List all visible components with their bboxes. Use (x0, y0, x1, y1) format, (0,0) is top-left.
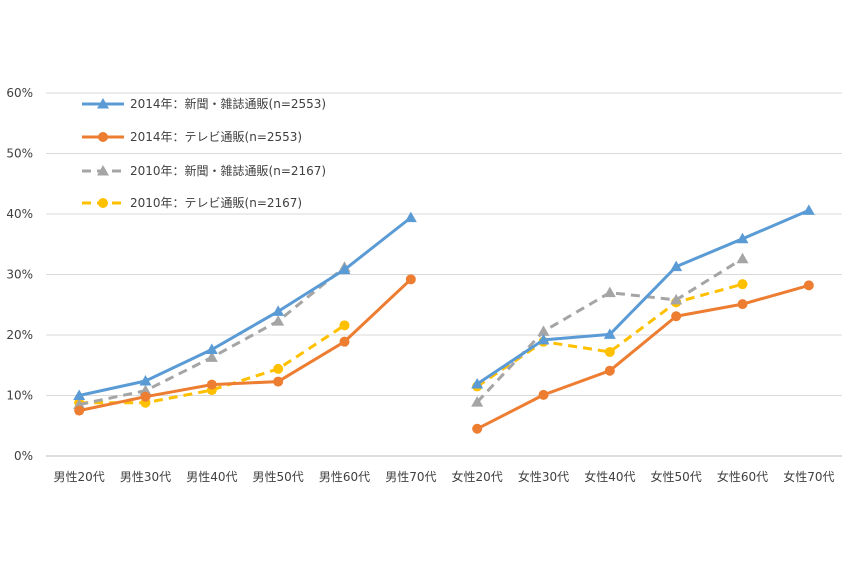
legend-marker (98, 198, 108, 208)
data-point (206, 379, 217, 390)
series-1 (73, 204, 815, 400)
legend-item: 2014年：テレビ通販(n=2553) (82, 130, 302, 144)
legend: 2014年：新聞・雑誌通販(n=2553) 2014年：テレビ通販(n=2553)… (82, 96, 326, 210)
series-layer (73, 204, 815, 434)
data-point (73, 389, 86, 400)
data-point (273, 363, 284, 374)
y-tick-label: 10% (6, 389, 33, 403)
x-tick-label: 女性30代 (518, 469, 569, 484)
data-point (538, 389, 549, 400)
legend-label: 2010年：新聞・雑誌通販(n=2167) (130, 163, 326, 178)
x-tick-label: 男性40代 (186, 470, 237, 484)
data-point (73, 398, 86, 410)
data-point (537, 333, 550, 345)
gridlines (46, 92, 842, 457)
y-tick-label: 20% (6, 328, 33, 342)
y-tick-label: 40% (6, 207, 33, 221)
legend-label: 2014年：テレビ通販(n=2553) (130, 130, 302, 144)
series-line (78, 216, 412, 397)
data-point (670, 260, 683, 272)
data-point (471, 378, 484, 389)
x-axis-ticks: 男性20代 男性30代 男性40代 男性50代 男性60代 男性70代 女性20代 女性30代… (54, 469, 835, 484)
x-tick-label: 女性70代 (783, 469, 834, 484)
legend-item: 2010年：新聞・雑誌通販(n=2167) (82, 163, 326, 178)
y-tick-label: 0% (14, 449, 33, 463)
y-tick-label: 30% (6, 268, 33, 282)
y-tick-label: 60% (6, 86, 33, 100)
data-point (339, 320, 350, 331)
legend-marker (97, 98, 109, 109)
series-line (476, 208, 810, 386)
x-tick-label: 男性30代 (120, 470, 171, 484)
x-tick-label: 男性70代 (385, 470, 436, 484)
legend-item: 2010年：テレビ通販(n=2167) (82, 196, 302, 210)
x-tick-label: 女性40代 (584, 469, 635, 484)
legend-label: 2010年：テレビ通販(n=2167) (130, 196, 302, 210)
legend-marker (98, 132, 108, 142)
data-point (603, 328, 616, 339)
series-line (476, 283, 810, 431)
x-tick-label: 女性20代 (452, 469, 503, 484)
data-point (671, 311, 682, 322)
data-point (472, 423, 483, 434)
data-point (338, 263, 351, 275)
data-point (405, 274, 416, 285)
data-point (604, 365, 615, 376)
data-point (670, 293, 683, 305)
y-axis-ticks: 0% 10% 20% 30% 40% 50% 60% (6, 86, 33, 463)
data-point (604, 346, 615, 357)
x-tick-label: 男性20代 (54, 470, 105, 484)
data-point (803, 280, 814, 291)
x-tick-label: 男性50代 (253, 470, 304, 484)
data-point (471, 396, 484, 407)
data-point (736, 232, 749, 244)
series-line (79, 324, 346, 405)
x-tick-label: 女性50代 (651, 469, 702, 484)
data-point (140, 391, 151, 402)
data-point (272, 305, 285, 316)
data-point (205, 351, 218, 362)
data-point (737, 299, 748, 310)
legend-marker (97, 165, 109, 176)
data-point (404, 211, 417, 223)
legend-label: 2014年：新聞・雑誌通販(n=2553) (130, 96, 326, 111)
data-point (339, 336, 350, 347)
data-point (537, 325, 550, 336)
data-point (139, 384, 152, 396)
legend-item: 2014年：新聞・雑誌通販(n=2553) (82, 96, 326, 111)
data-point (74, 405, 85, 416)
x-tick-label: 男性60代 (319, 470, 370, 484)
data-point (802, 204, 815, 215)
y-tick-label: 50% (6, 147, 33, 161)
data-point (139, 374, 152, 386)
data-point (737, 279, 748, 290)
x-tick-label: 女性60代 (717, 469, 768, 484)
data-point (272, 315, 285, 326)
series-line (78, 278, 412, 413)
data-point (205, 343, 218, 355)
data-point (736, 252, 749, 264)
data-point (273, 376, 284, 387)
series-2 (74, 274, 814, 434)
data-point (603, 286, 616, 298)
